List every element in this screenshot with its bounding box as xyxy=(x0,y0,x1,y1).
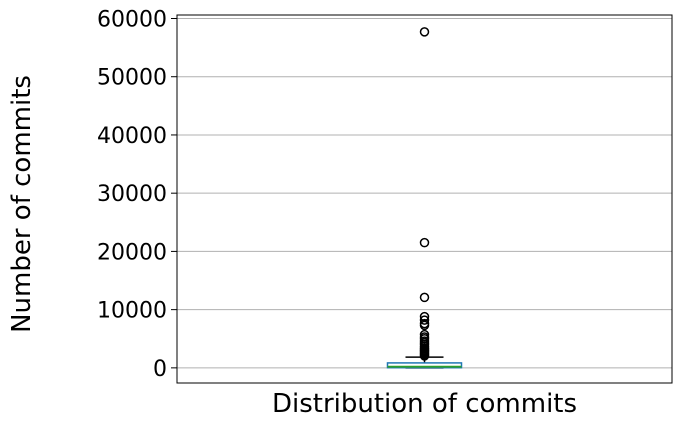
outlier-points xyxy=(419,27,430,361)
y-tick-label: 30000 xyxy=(97,182,167,207)
y-tick-label: 40000 xyxy=(97,124,167,149)
box-body xyxy=(386,362,463,369)
plot-frame xyxy=(176,14,673,384)
y-tick-label: 10000 xyxy=(97,299,167,324)
grid-lines xyxy=(177,17,672,369)
outlier-point xyxy=(419,320,430,331)
y-tick-label: 60000 xyxy=(97,7,167,32)
outlier-point xyxy=(419,237,430,248)
y-tick-label: 50000 xyxy=(97,66,167,91)
y-axis-ticks: 0 10000 20000 30000 40000 50000 60000 xyxy=(97,7,177,382)
x-axis-label: Distribution of commits xyxy=(272,389,577,419)
y-tick-label: 20000 xyxy=(97,240,167,265)
outlier-point xyxy=(419,351,430,361)
outlier-point xyxy=(419,315,430,325)
outlier-point xyxy=(419,27,430,37)
outlier-point xyxy=(419,292,430,303)
y-axis-label: Number of commits xyxy=(7,75,37,333)
y-tick-label: 0 xyxy=(153,357,167,382)
